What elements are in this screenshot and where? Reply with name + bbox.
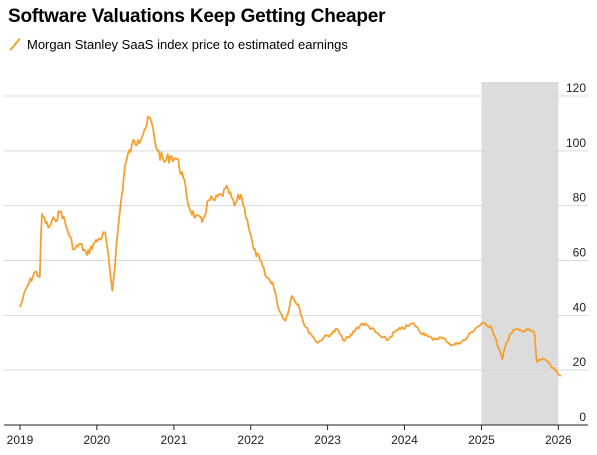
x-tick-label: 2022 xyxy=(237,433,264,447)
legend-label: Morgan Stanley SaaS index price to estim… xyxy=(27,37,348,52)
x-tick-label: 2019 xyxy=(7,433,34,447)
x-tick-label: 2024 xyxy=(391,433,418,447)
y-tick-label: 40 xyxy=(573,300,587,314)
y-tick-label: 100 xyxy=(566,136,586,150)
x-tick-label: 2020 xyxy=(83,433,110,447)
y-tick-label: 20 xyxy=(573,355,587,369)
y-tick-label: 0 xyxy=(579,410,586,424)
x-tick-label: 2023 xyxy=(314,433,341,447)
chart-title: Software Valuations Keep Getting Cheaper xyxy=(8,6,386,27)
x-tick-label: 2026 xyxy=(545,433,572,447)
y-tick-label: 120 xyxy=(566,81,586,95)
y-tick-label: 80 xyxy=(573,191,587,205)
shaded-period xyxy=(481,82,559,425)
x-tick-label: 2025 xyxy=(468,433,495,447)
series-line-0 xyxy=(19,115,562,377)
y-tick-label: 60 xyxy=(573,246,587,260)
x-tick-label: 2021 xyxy=(161,433,188,447)
chart-legend: Morgan Stanley SaaS index price to estim… xyxy=(8,37,348,52)
